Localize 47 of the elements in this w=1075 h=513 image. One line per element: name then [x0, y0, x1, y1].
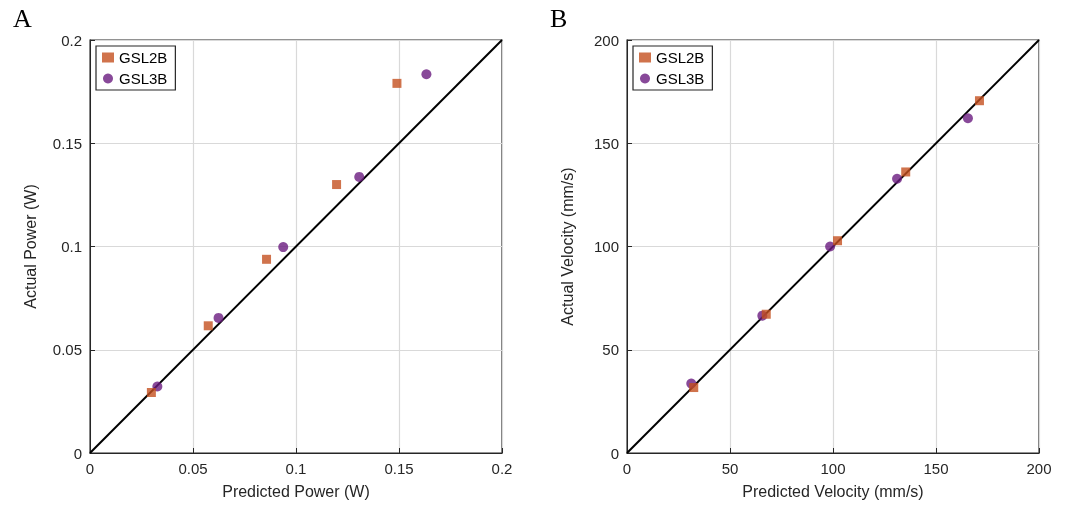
- chart-title: A: [13, 3, 32, 33]
- point: [825, 241, 836, 252]
- y-tick-label: 0: [610, 444, 619, 462]
- legend-label: GSL2B: [656, 49, 705, 66]
- point: [354, 171, 365, 182]
- point: [262, 254, 272, 264]
- legend-label: GSL3B: [656, 70, 705, 87]
- x-tick-label: 0.1: [285, 460, 307, 477]
- point: [146, 388, 156, 397]
- legend-label: GSL2B: [119, 49, 168, 66]
- y-tick-label: 0: [73, 444, 82, 462]
- point: [213, 312, 224, 323]
- y-tick-label: 0.15: [52, 134, 82, 152]
- y-axis-title: Actual Velocity (mm/s): [558, 167, 576, 326]
- point: [833, 236, 843, 246]
- y-tick-label: 50: [602, 341, 619, 359]
- point: [962, 113, 973, 124]
- point: [892, 173, 903, 184]
- x-tick-label: 0.2: [491, 460, 513, 477]
- point: [901, 167, 911, 177]
- point: [278, 242, 289, 253]
- x-tick-label: 0.05: [178, 460, 208, 477]
- x-tick-label: 100: [820, 460, 846, 477]
- y-tick-label: 0.05: [52, 341, 82, 359]
- y-axis-title: Actual Power (W): [21, 184, 39, 309]
- point: [761, 309, 771, 319]
- x-tick-label: 0.15: [384, 460, 414, 477]
- y-tick-label: 150: [593, 134, 619, 152]
- x-axis-title: Predicted Power (W): [222, 482, 370, 500]
- x-tick-label: 50: [721, 460, 739, 477]
- x-axis-title: Predicted Velocity (mm/s): [742, 482, 924, 500]
- point: [203, 321, 213, 331]
- legend-label: GSL3B: [119, 70, 168, 87]
- y-tick-label: 0.2: [61, 31, 82, 49]
- x-tick-label: 200: [1026, 460, 1052, 477]
- point: [332, 180, 342, 190]
- x-tick-label: 0: [622, 460, 632, 477]
- y-tick-label: 200: [593, 31, 619, 49]
- point: [392, 78, 402, 88]
- x-tick-label: 0: [85, 460, 95, 477]
- point: [421, 69, 432, 80]
- y-tick-label: 0.1: [61, 238, 82, 255]
- point: [689, 383, 699, 393]
- x-tick-label: 150: [923, 460, 949, 477]
- y-tick-label: 100: [593, 238, 619, 255]
- chart-title: B: [550, 3, 568, 33]
- point: [974, 96, 984, 106]
